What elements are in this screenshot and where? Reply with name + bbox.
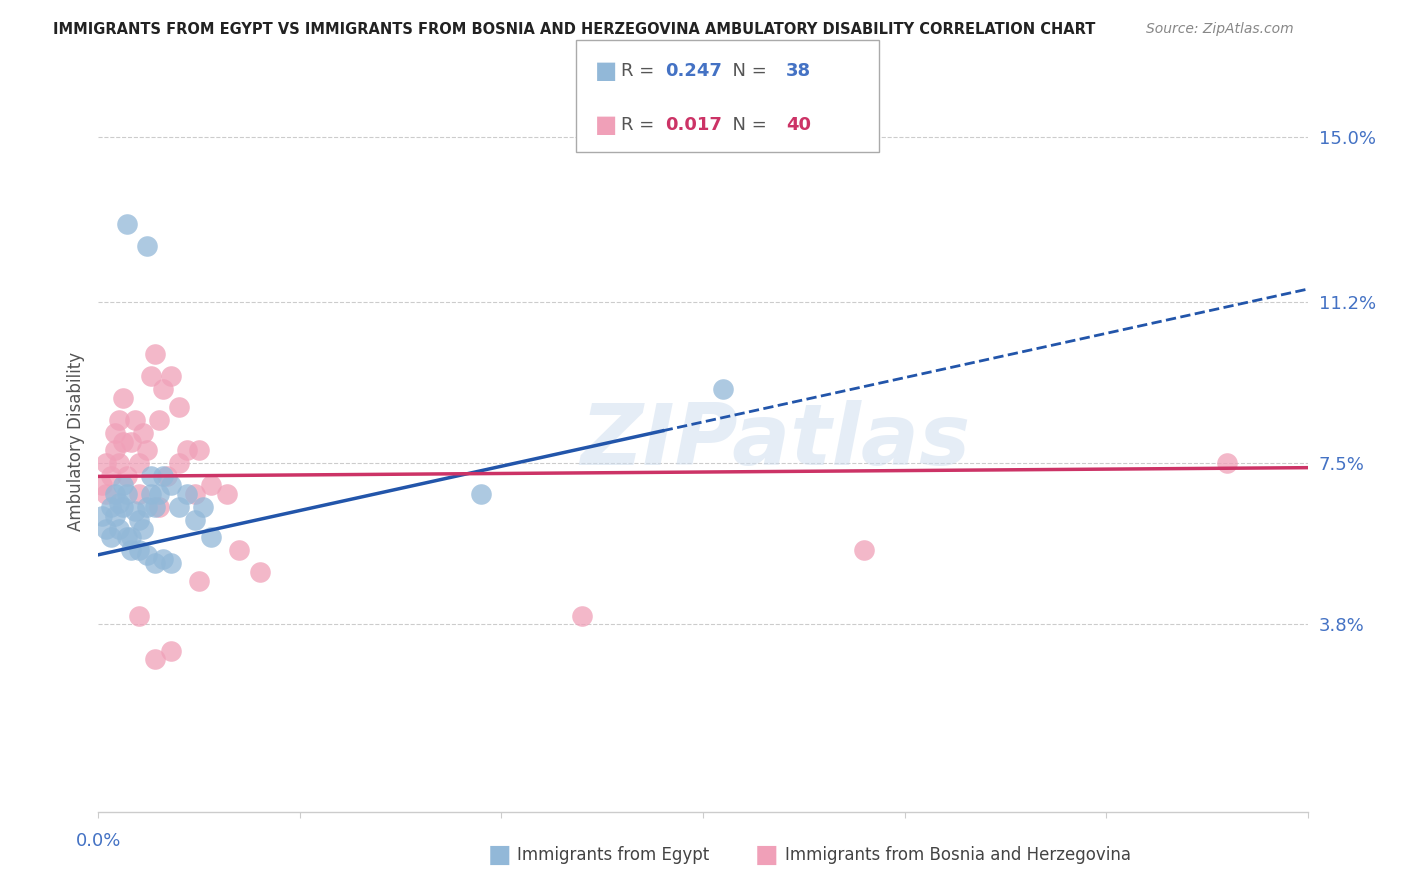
Point	[124, 504, 146, 518]
Point	[188, 574, 211, 588]
Point	[148, 413, 170, 427]
Text: ■: ■	[595, 60, 617, 83]
Point	[228, 543, 250, 558]
Point	[160, 369, 183, 384]
Point	[143, 557, 166, 571]
Point	[91, 478, 114, 492]
Point	[135, 548, 157, 562]
Point	[148, 500, 170, 514]
Text: 0.0%: 0.0%	[76, 832, 121, 850]
Point	[152, 552, 174, 566]
Point	[167, 500, 190, 514]
Point	[120, 543, 142, 558]
Text: Source: ZipAtlas.com: Source: ZipAtlas.com	[1146, 22, 1294, 37]
Text: N =: N =	[721, 116, 773, 134]
Text: R =: R =	[621, 62, 661, 80]
Text: R =: R =	[621, 116, 661, 134]
Point	[200, 530, 222, 544]
Point	[128, 513, 150, 527]
Point	[249, 565, 271, 579]
Point	[96, 487, 118, 501]
Text: IMMIGRANTS FROM EGYPT VS IMMIGRANTS FROM BOSNIA AND HERZEGOVINA AMBULATORY DISAB: IMMIGRANTS FROM EGYPT VS IMMIGRANTS FROM…	[53, 22, 1095, 37]
Text: N =: N =	[721, 62, 773, 80]
Text: ■: ■	[755, 843, 778, 866]
Point	[139, 487, 162, 501]
Text: Immigrants from Egypt: Immigrants from Egypt	[517, 846, 710, 863]
Point	[470, 487, 492, 501]
Point	[115, 469, 138, 483]
Point	[176, 443, 198, 458]
Y-axis label: Ambulatory Disability: Ambulatory Disability	[66, 352, 84, 531]
Point	[111, 478, 134, 492]
Point	[176, 487, 198, 501]
Point	[135, 443, 157, 458]
Text: ■: ■	[488, 843, 510, 866]
Text: Immigrants from Bosnia and Herzegovina: Immigrants from Bosnia and Herzegovina	[785, 846, 1130, 863]
Text: ■: ■	[595, 113, 617, 136]
Text: 0.017: 0.017	[665, 116, 721, 134]
Point	[111, 500, 134, 514]
Point	[91, 508, 114, 523]
Point	[139, 469, 162, 483]
Point	[128, 608, 150, 623]
Point	[135, 238, 157, 252]
Point	[120, 434, 142, 449]
Point	[148, 487, 170, 501]
Point	[160, 643, 183, 657]
Point	[160, 557, 183, 571]
Point	[128, 456, 150, 470]
Point	[217, 487, 239, 501]
Point	[152, 382, 174, 396]
Point	[96, 456, 118, 470]
Point	[132, 425, 155, 440]
Text: ZIPatlas: ZIPatlas	[581, 400, 970, 483]
Point	[100, 500, 122, 514]
Point	[107, 495, 129, 509]
Point	[853, 543, 876, 558]
Point	[111, 434, 134, 449]
Point	[184, 487, 207, 501]
Point	[135, 500, 157, 514]
Point	[111, 391, 134, 405]
Point	[103, 443, 125, 458]
Point	[143, 652, 166, 666]
Point	[103, 425, 125, 440]
Point	[103, 508, 125, 523]
Text: 40: 40	[786, 116, 811, 134]
Point	[115, 530, 138, 544]
Point	[160, 478, 183, 492]
Point	[120, 530, 142, 544]
Point	[128, 487, 150, 501]
Point	[571, 608, 593, 623]
Point	[103, 487, 125, 501]
Text: 38: 38	[786, 62, 811, 80]
Point	[1216, 456, 1239, 470]
Point	[167, 400, 190, 414]
Point	[152, 469, 174, 483]
Point	[143, 500, 166, 514]
Point	[200, 478, 222, 492]
Point	[96, 522, 118, 536]
Point	[100, 469, 122, 483]
Point	[139, 369, 162, 384]
Point	[188, 443, 211, 458]
Point	[115, 217, 138, 231]
Point	[167, 456, 190, 470]
Point	[193, 500, 215, 514]
Point	[115, 487, 138, 501]
Point	[100, 530, 122, 544]
Text: 0.247: 0.247	[665, 62, 721, 80]
Point	[124, 413, 146, 427]
Point	[107, 522, 129, 536]
Point	[107, 456, 129, 470]
Point	[156, 469, 179, 483]
Point	[132, 522, 155, 536]
Point	[143, 347, 166, 361]
Point	[184, 513, 207, 527]
Point	[128, 543, 150, 558]
Point	[711, 382, 734, 396]
Point	[107, 413, 129, 427]
